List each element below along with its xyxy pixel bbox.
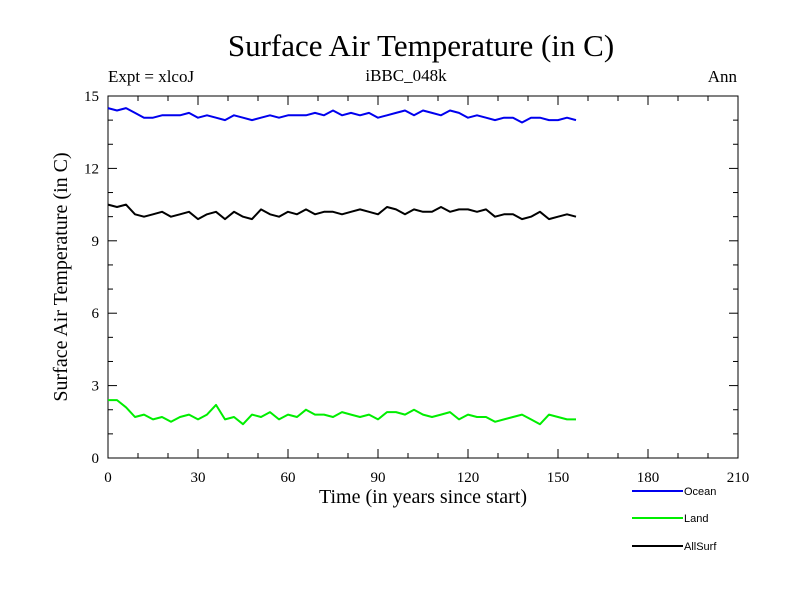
chart-title: Surface Air Temperature (in C) [228, 28, 614, 63]
chart-subtitle: iBBC_048k [365, 66, 447, 85]
x-tick-label: 210 [727, 470, 750, 486]
legend-label-ocean: Ocean [684, 486, 716, 498]
series-line-land [108, 399, 576, 426]
y-axis-label: Surface Air Temperature (in C) [50, 152, 72, 401]
x-tick-label: 150 [547, 470, 570, 486]
axis-ticks: 0 30 60 90 120 150 180 210 0 3 6 9 12 15 [84, 89, 749, 486]
x-axis-label: Time (in years since start) [319, 486, 527, 508]
experiment-label: Expt = xlcoJ [108, 67, 194, 86]
x-tick-label: 60 [281, 470, 296, 486]
y-tick-label: 15 [84, 89, 99, 105]
plot-frame [107, 95, 739, 459]
y-tick-label: 3 [92, 379, 100, 395]
y-tick-label: 9 [92, 234, 100, 250]
y-tick-label: 12 [84, 161, 99, 177]
y-tick-label: 6 [92, 306, 100, 322]
period-label: Ann [708, 67, 738, 86]
x-tick-label: 180 [637, 470, 660, 486]
series-line-allsurf [107, 203, 577, 221]
y-tick-label: 0 [92, 451, 100, 467]
x-tick-label: 0 [104, 470, 112, 486]
x-tick-label: 90 [371, 470, 386, 486]
legend: Ocean Land AllSurf [632, 486, 717, 553]
x-tick-label: 120 [457, 470, 480, 486]
legend-label-land: Land [684, 513, 708, 525]
series-lines [107, 107, 577, 426]
series-line-ocean [107, 107, 577, 124]
x-tick-label: 30 [191, 470, 206, 486]
legend-label-allsurf: AllSurf [684, 541, 717, 553]
